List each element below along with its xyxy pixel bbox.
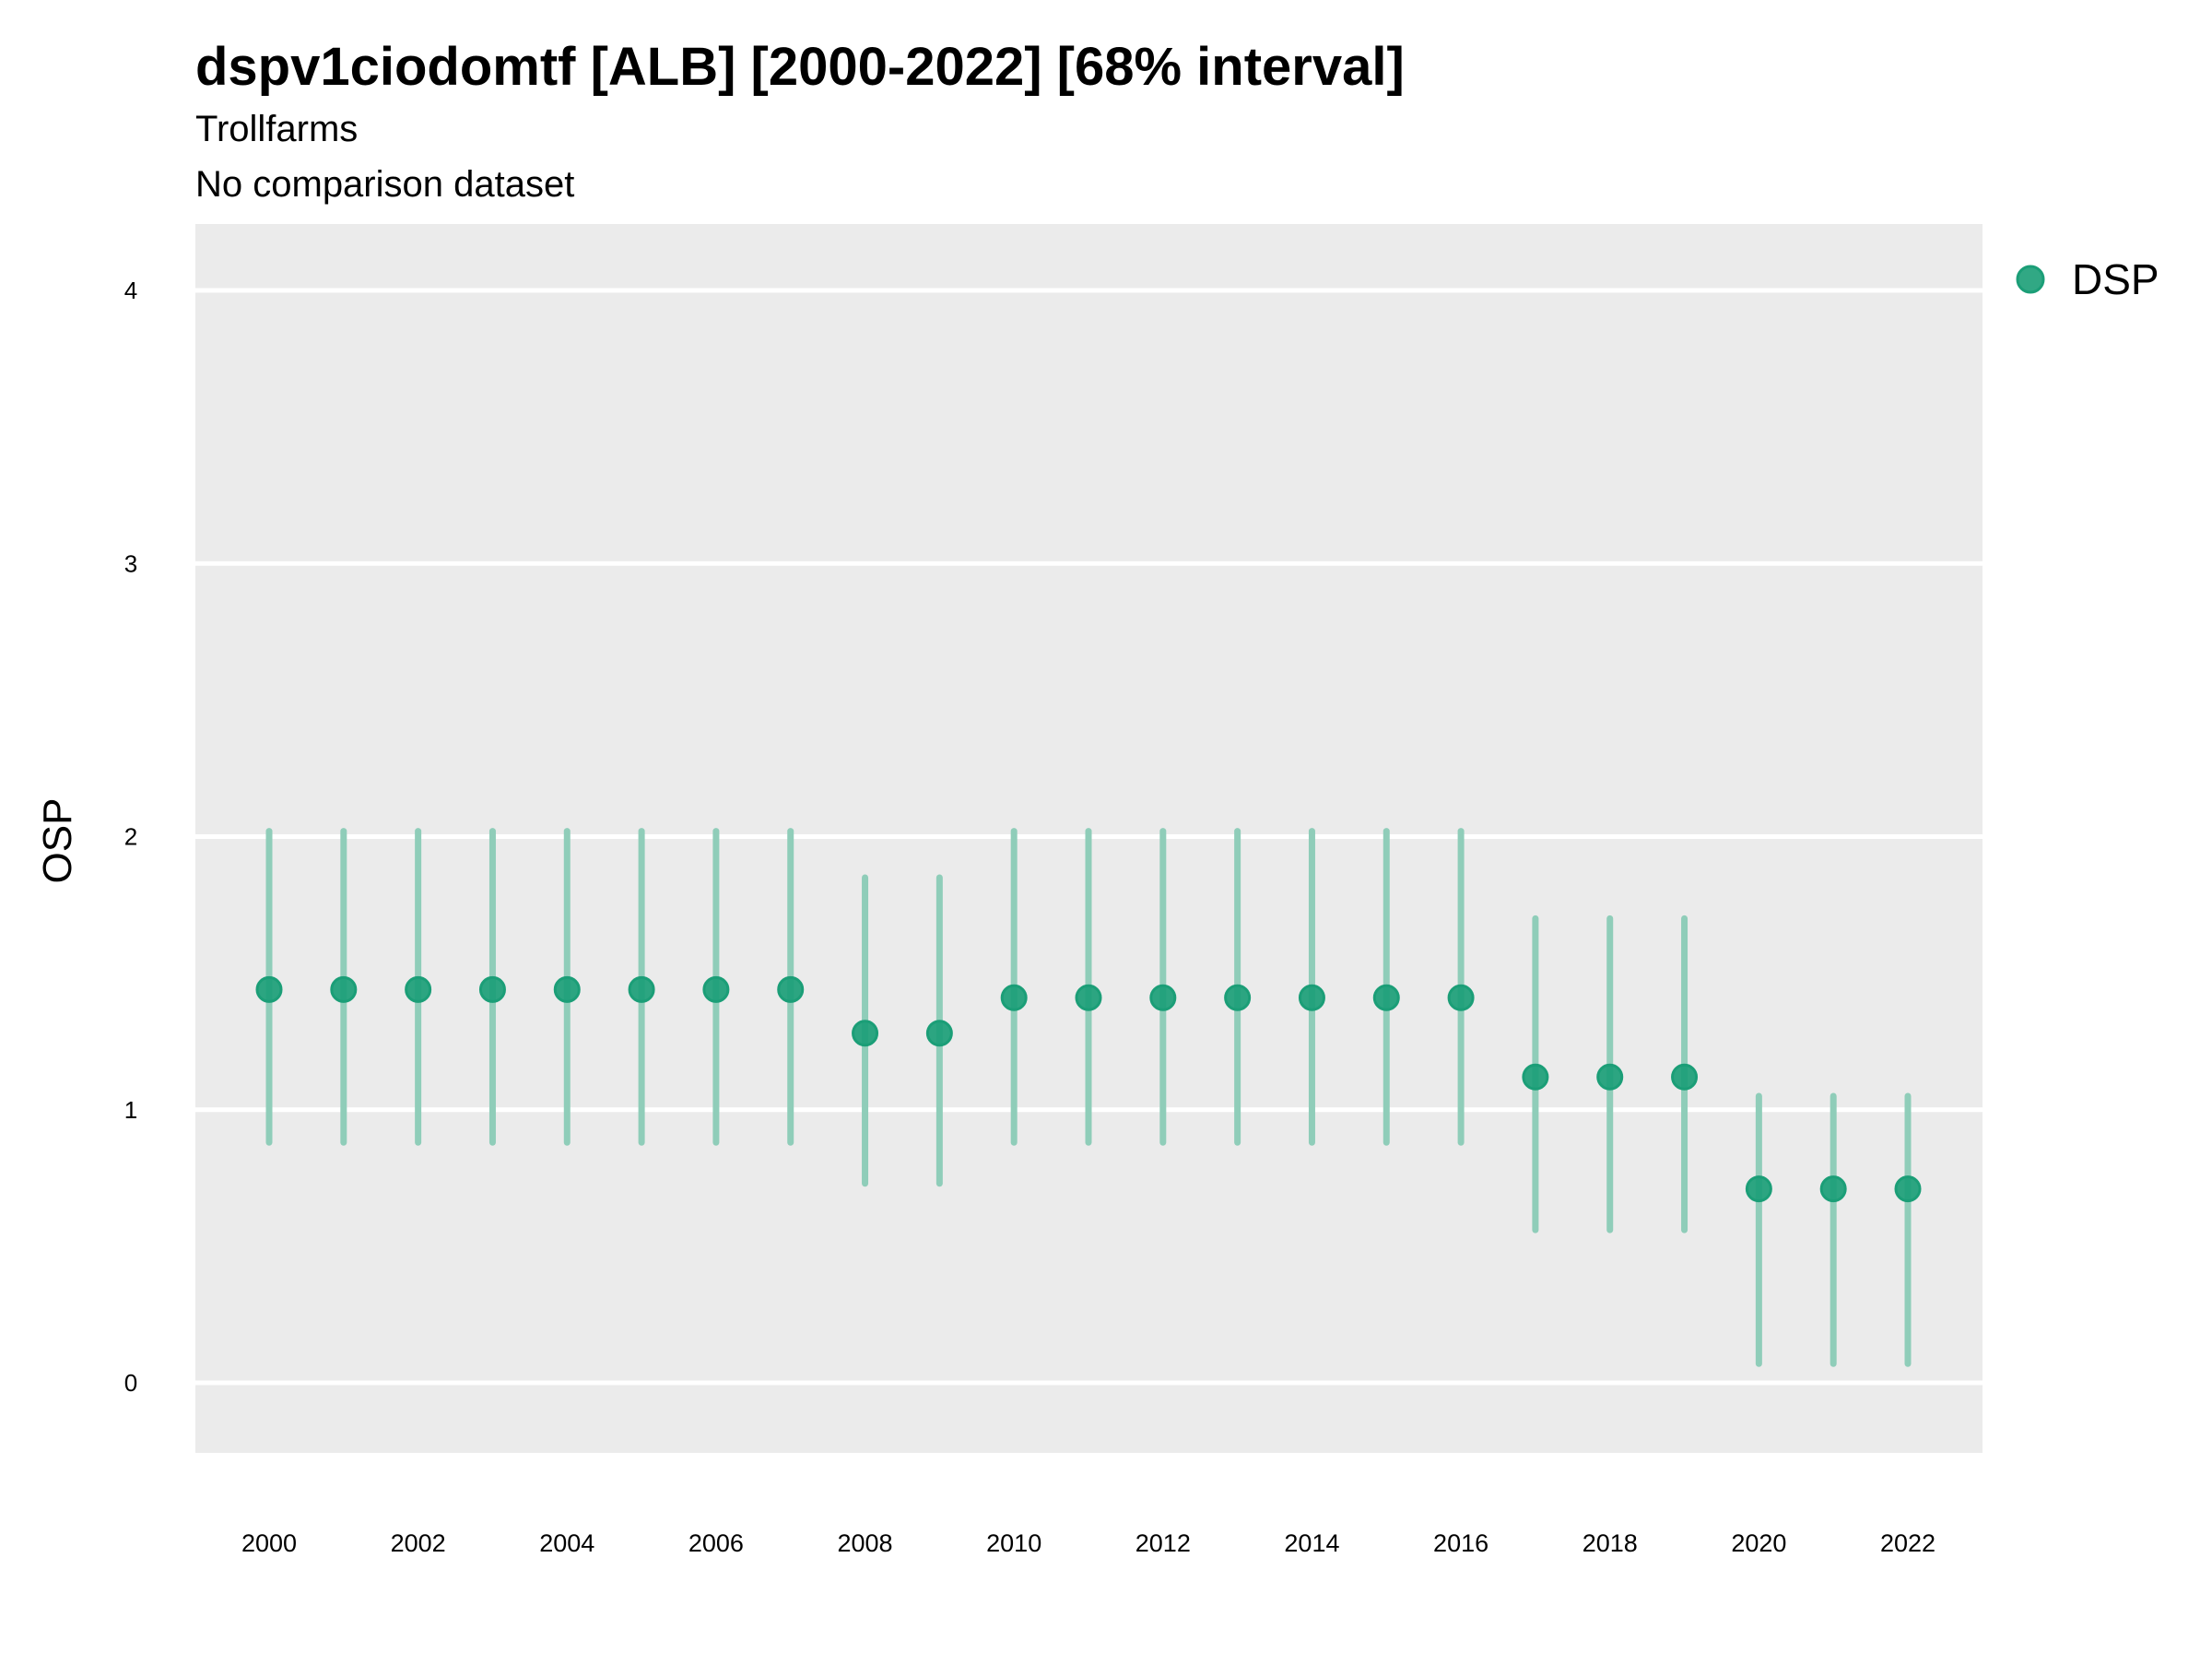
chart-caption: No comparison dataset [195, 164, 574, 205]
point-2001 [330, 975, 358, 1003]
y-axis-label: OSP [35, 798, 80, 884]
point-2004 [553, 975, 581, 1003]
y-tick-label-0: 0 [124, 1369, 137, 1397]
x-tick-label-2018: 2018 [1583, 1529, 1638, 1557]
point-2012 [1149, 984, 1177, 1011]
point-2014 [1298, 984, 1325, 1011]
point-2003 [478, 975, 506, 1003]
legend-label-dsp: DSP [2072, 255, 2159, 303]
point-2007 [777, 975, 805, 1003]
point-2005 [628, 975, 655, 1003]
x-tick-label-2000: 2000 [241, 1529, 297, 1557]
point-2015 [1372, 984, 1400, 1011]
point-2000 [255, 975, 283, 1003]
x-tick-label-2006: 2006 [688, 1529, 744, 1557]
point-2016 [1447, 984, 1475, 1011]
point-2013 [1224, 984, 1252, 1011]
point-2020 [1745, 1175, 1772, 1203]
x-tick-label-2012: 2012 [1135, 1529, 1191, 1557]
point-2019 [1671, 1063, 1699, 1091]
y-tick-label-1: 1 [124, 1096, 137, 1124]
point-2011 [1075, 984, 1102, 1011]
x-tick-label-2022: 2022 [1880, 1529, 1936, 1557]
x-tick-label-2004: 2004 [539, 1529, 594, 1557]
x-tick-label-2020: 2020 [1731, 1529, 1786, 1557]
legend: DSP [2016, 255, 2159, 303]
point-2018 [1596, 1063, 1624, 1091]
y-tick-label-3: 3 [124, 549, 137, 577]
point-2006 [702, 975, 730, 1003]
legend-marker-dsp [2016, 265, 2045, 294]
x-tick-label-2014: 2014 [1284, 1529, 1339, 1557]
x-tick-label-2008: 2008 [838, 1529, 893, 1557]
y-tick-label-2: 2 [124, 823, 137, 851]
point-2009 [925, 1020, 953, 1047]
point-2021 [1819, 1175, 1847, 1203]
chart-subtitle: Trollfarms [195, 109, 358, 149]
point-2010 [1000, 984, 1028, 1011]
x-tick-label-2010: 2010 [986, 1529, 1041, 1557]
chart-title: dspv1ciodomtf [ALB] [2000-2022] [68% int… [195, 37, 1405, 97]
x-tick-label-2002: 2002 [391, 1529, 446, 1557]
point-2017 [1522, 1063, 1549, 1091]
point-2022 [1894, 1175, 1922, 1203]
x-tick-label-2016: 2016 [1433, 1529, 1488, 1557]
point-2002 [405, 975, 432, 1003]
point-2008 [852, 1020, 879, 1047]
y-tick-label-4: 4 [124, 277, 137, 304]
